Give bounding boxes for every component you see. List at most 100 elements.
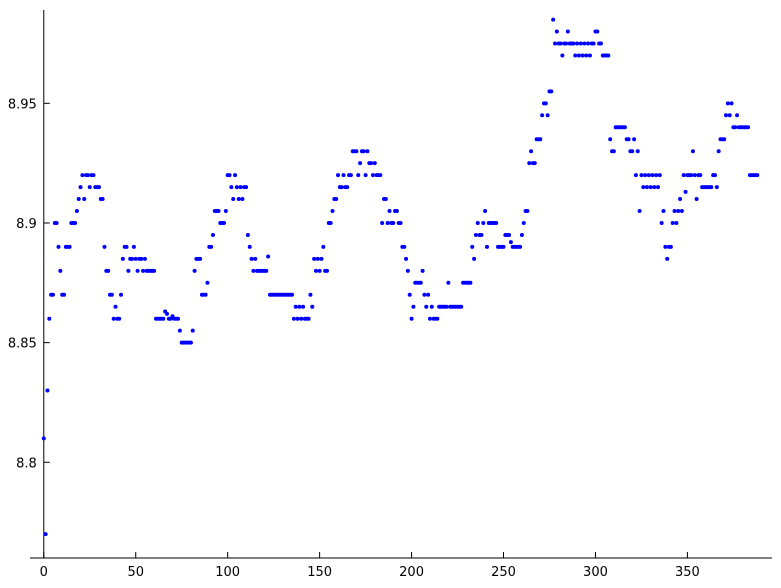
- point: [313, 268, 318, 273]
- point: [633, 173, 638, 178]
- point: [622, 125, 627, 130]
- x-tick-label: 0: [40, 565, 48, 580]
- point: [724, 113, 729, 118]
- point: [690, 149, 695, 154]
- point: [646, 173, 651, 178]
- point: [755, 173, 760, 178]
- point: [672, 209, 677, 214]
- point: [216, 209, 221, 214]
- point: [611, 149, 616, 154]
- point: [470, 244, 475, 249]
- point: [519, 232, 524, 237]
- point: [47, 316, 52, 321]
- point: [80, 173, 85, 178]
- point: [111, 316, 116, 321]
- point: [133, 256, 138, 261]
- point: [418, 280, 423, 285]
- point: [387, 209, 392, 214]
- point: [106, 268, 111, 273]
- point: [694, 197, 699, 202]
- point: [229, 185, 234, 190]
- point: [483, 209, 488, 214]
- point: [321, 244, 326, 249]
- point: [670, 220, 675, 225]
- point: [341, 173, 346, 178]
- point: [580, 53, 585, 58]
- point: [472, 256, 477, 261]
- point: [142, 256, 147, 261]
- point: [264, 268, 269, 273]
- point: [328, 220, 333, 225]
- point: [222, 220, 227, 225]
- point: [407, 292, 412, 297]
- point: [663, 244, 668, 249]
- point: [356, 173, 361, 178]
- point: [411, 304, 416, 309]
- point: [641, 185, 646, 190]
- point: [363, 173, 368, 178]
- point: [62, 292, 67, 297]
- point: [733, 125, 738, 130]
- point: [424, 304, 429, 309]
- point: [473, 232, 478, 237]
- point: [678, 197, 683, 202]
- point: [74, 209, 79, 214]
- point: [545, 113, 550, 118]
- point: [297, 304, 302, 309]
- y-tick-label: 8.8: [16, 456, 37, 471]
- point: [444, 304, 449, 309]
- point: [521, 220, 526, 225]
- point: [635, 149, 640, 154]
- point: [58, 268, 63, 273]
- point: [532, 161, 537, 166]
- point: [87, 185, 92, 190]
- point: [661, 209, 666, 214]
- point: [508, 240, 513, 245]
- point: [310, 304, 315, 309]
- point: [130, 256, 135, 261]
- point: [586, 41, 591, 46]
- point: [164, 311, 169, 316]
- point: [73, 220, 78, 225]
- point: [709, 185, 714, 190]
- point: [587, 53, 592, 58]
- point: [402, 244, 407, 249]
- point: [233, 173, 238, 178]
- point: [746, 125, 751, 130]
- point: [683, 189, 688, 194]
- point: [573, 53, 578, 58]
- point: [131, 244, 136, 249]
- point: [50, 292, 55, 297]
- point: [644, 185, 649, 190]
- point: [192, 268, 197, 273]
- point: [251, 268, 256, 273]
- point: [712, 173, 717, 178]
- point: [334, 197, 339, 202]
- point: [665, 256, 670, 261]
- point: [564, 41, 569, 46]
- point: [714, 185, 719, 190]
- point: [177, 328, 182, 333]
- point: [578, 41, 583, 46]
- point: [681, 173, 686, 178]
- point: [126, 268, 131, 273]
- point: [404, 256, 409, 261]
- point: [291, 316, 296, 321]
- point: [475, 220, 480, 225]
- point: [290, 292, 295, 297]
- point: [100, 197, 105, 202]
- point: [247, 244, 252, 249]
- point: [82, 197, 87, 202]
- point: [236, 197, 241, 202]
- point: [188, 340, 193, 345]
- x-tick-label: 150: [307, 565, 332, 580]
- point: [380, 220, 385, 225]
- point: [716, 149, 721, 154]
- point: [299, 316, 304, 321]
- point: [394, 209, 399, 214]
- point: [553, 41, 558, 46]
- point: [630, 149, 635, 154]
- point: [190, 328, 195, 333]
- point: [632, 137, 637, 142]
